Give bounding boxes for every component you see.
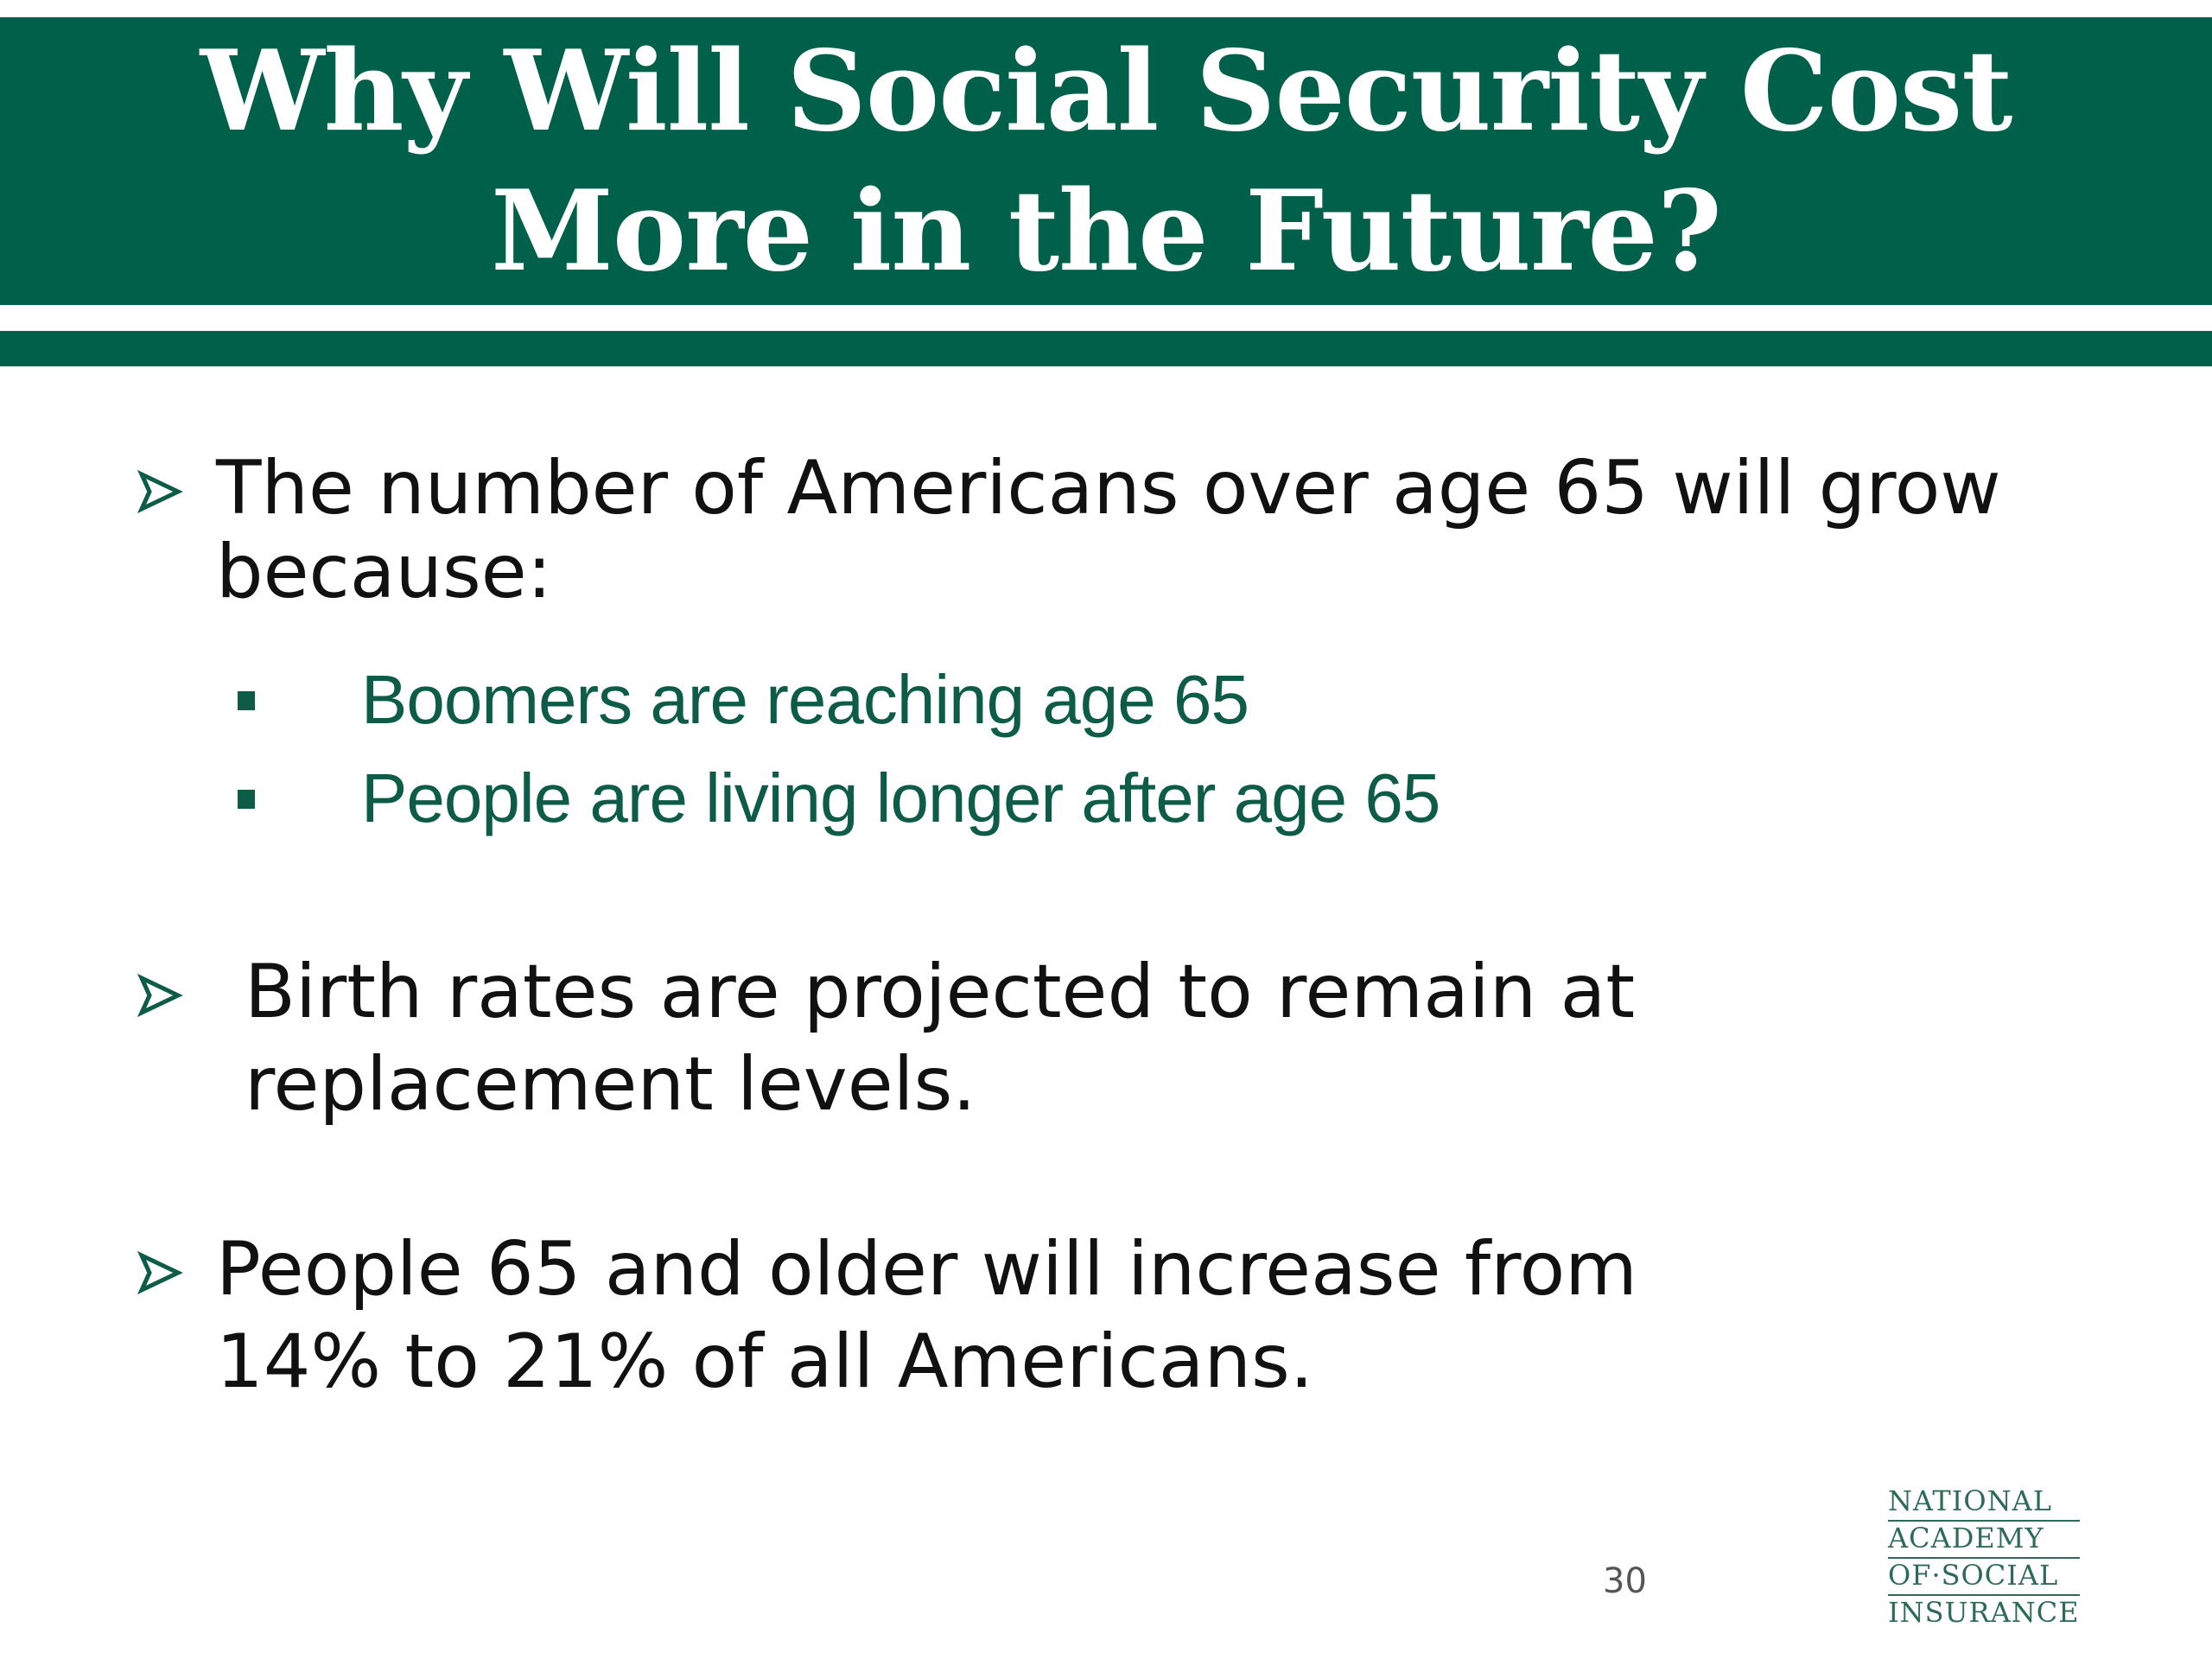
bullet-1-line-1: The number of Americans over age 65 will…	[216, 445, 2001, 531]
logo-line-2: ACADEMY	[1888, 1522, 2080, 1559]
arrowhead-bullet-icon	[137, 469, 183, 514]
bullet-2-line-1: Birth rates are projected to remain at	[245, 949, 1636, 1035]
bullet-3-line-1: People 65 and older will increase from	[216, 1226, 1637, 1313]
square-bullet-icon	[238, 691, 255, 710]
slide-title-line-2: More in the Future?	[491, 166, 1722, 296]
bullet-2-line-2: replacement levels.	[245, 1041, 976, 1128]
bullet-1-line-2: because:	[216, 529, 552, 615]
logo-line-3: OF·SOCIAL	[1888, 1559, 2080, 1596]
slide-title-line-1: Why Will Social Security Cost	[200, 26, 2013, 156]
organization-logo: NATIONAL ACADEMY OF·SOCIAL INSURANCE	[1888, 1484, 2080, 1631]
arrowhead-bullet-icon	[137, 973, 183, 1018]
logo-line-4: INSURANCE	[1888, 1596, 2080, 1629]
bullet-3-line-2: 14% to 21% of all Americans.	[216, 1319, 1314, 1405]
logo-line-1: NATIONAL	[1888, 1484, 2080, 1522]
square-bullet-icon	[238, 790, 255, 809]
page-number: 30	[1603, 1561, 1647, 1601]
title-banner: Why Will Social Security Cost More in th…	[0, 17, 2212, 305]
sub-bullet-2: People are living longer after age 65	[361, 760, 1440, 836]
title-underline-bar	[0, 331, 2212, 366]
arrowhead-bullet-icon	[137, 1250, 183, 1295]
sub-bullet-1: Boomers are reaching age 65	[361, 661, 1249, 738]
